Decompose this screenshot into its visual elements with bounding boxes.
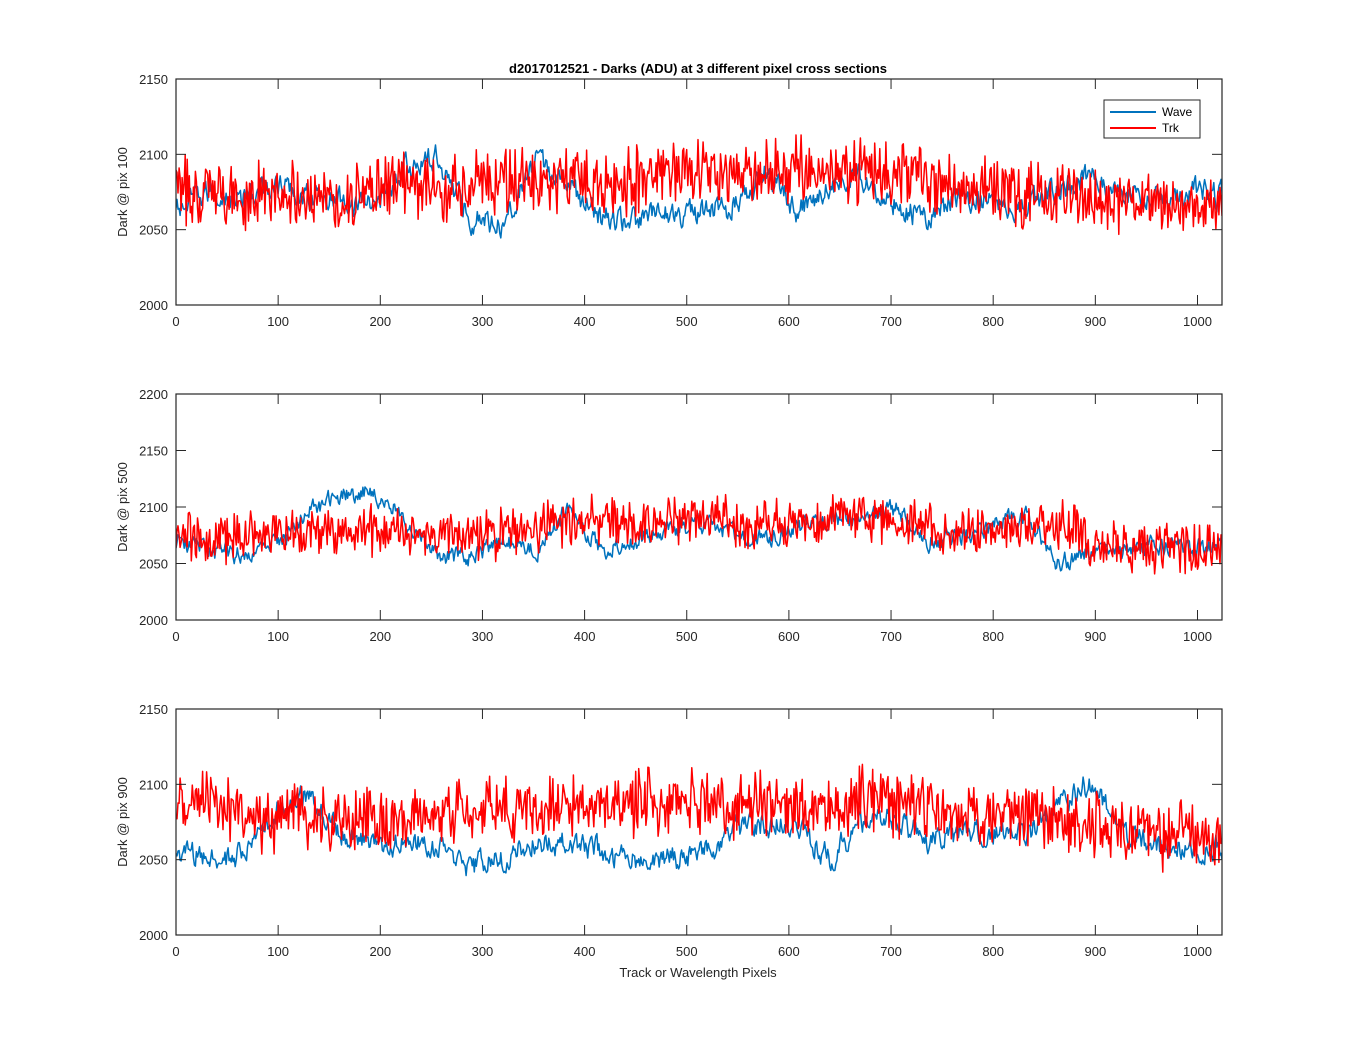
x-tick-label: 600 [778,629,800,644]
y-tick-label: 2100 [139,147,168,162]
y-axis-label-3: Dark @ pix 900 [115,777,130,867]
y-tick-label: 2000 [139,928,168,943]
chart-title: d2017012521 - Darks (ADU) at 3 different… [509,61,887,76]
x-tick-label: 900 [1084,629,1106,644]
y-tick-label: 2150 [139,72,168,87]
legend-label-wave: Wave [1162,105,1193,119]
x-tick-label: 500 [676,629,698,644]
axes-frame-3 [175,708,1223,936]
x-tick-label: 900 [1084,314,1106,329]
y-tick-label: 2050 [139,557,168,572]
x-tick-label: 500 [676,944,698,959]
x-tick-label: 100 [267,314,289,329]
x-tick-label: 1000 [1183,944,1212,959]
x-tick-label: 300 [472,314,494,329]
legend-label-trk: Trk [1162,121,1180,135]
x-tick-label: 800 [982,629,1004,644]
series-line-trk-1 [176,134,1222,236]
x-tick-label: 900 [1084,944,1106,959]
panel-3: 0 100 200 300 400 500 600 700 800 900 1000 2000 2050… [115,702,1223,959]
x-tick-label: 700 [880,629,902,644]
y-tick-label: 2150 [139,444,168,459]
x-tick-label: 400 [574,944,596,959]
x-tick-label: 800 [982,944,1004,959]
x-tick-label: 800 [982,314,1004,329]
x-tick-label: 300 [472,944,494,959]
series-line-trk-3 [176,763,1222,873]
x-tick-label: 1000 [1183,629,1212,644]
x-tick-label: 400 [574,314,596,329]
x-tick-label: 700 [880,314,902,329]
x-tick-label: 100 [267,944,289,959]
y-tick-label: 2100 [139,500,168,515]
x-tick-label: 600 [778,944,800,959]
x-tick-label: 0 [172,629,179,644]
y-tick-label: 2050 [139,853,168,868]
x-tick-label: 700 [880,944,902,959]
x-tick-label: 100 [267,629,289,644]
y-tick-label: 2100 [139,777,168,792]
x-tick-label: 200 [369,629,391,644]
y-tick-label: 2050 [139,223,168,238]
legend: Wave Trk [1103,99,1201,139]
panel-2: 0 100 200 300 400 500 600 700 800 900 1000 2000 2050… [115,387,1223,644]
y-tick-label: 2000 [139,298,168,313]
x-tick-label: 0 [172,944,179,959]
series-line-trk-2 [176,493,1222,575]
legend-box [1103,99,1201,139]
x-tick-label: 200 [369,314,391,329]
x-tick-label: 400 [574,629,596,644]
y-axis-label-2: Dark @ pix 500 [115,462,130,552]
y-tick-label: 2000 [139,613,168,628]
x-axis-label: Track or Wavelength Pixels [619,965,777,980]
axes-frame-1 [175,78,1223,306]
y-tick-label: 2150 [139,702,168,717]
x-tick-label: 600 [778,314,800,329]
y-axis-label-1: Dark @ pix 100 [115,147,130,237]
x-tick-label: 1000 [1183,314,1212,329]
y-tick-label: 2200 [139,387,168,402]
x-tick-label: 300 [472,629,494,644]
x-tick-label: 200 [369,944,391,959]
series-line-wave-1 [176,144,1222,239]
plot-area-2 [176,394,1222,620]
panel-1: 0 100 200 300 400 500 600 700 800 900 1000 2000 2050… [115,72,1223,329]
x-tick-label: 0 [172,314,179,329]
x-tick-label: 500 [676,314,698,329]
